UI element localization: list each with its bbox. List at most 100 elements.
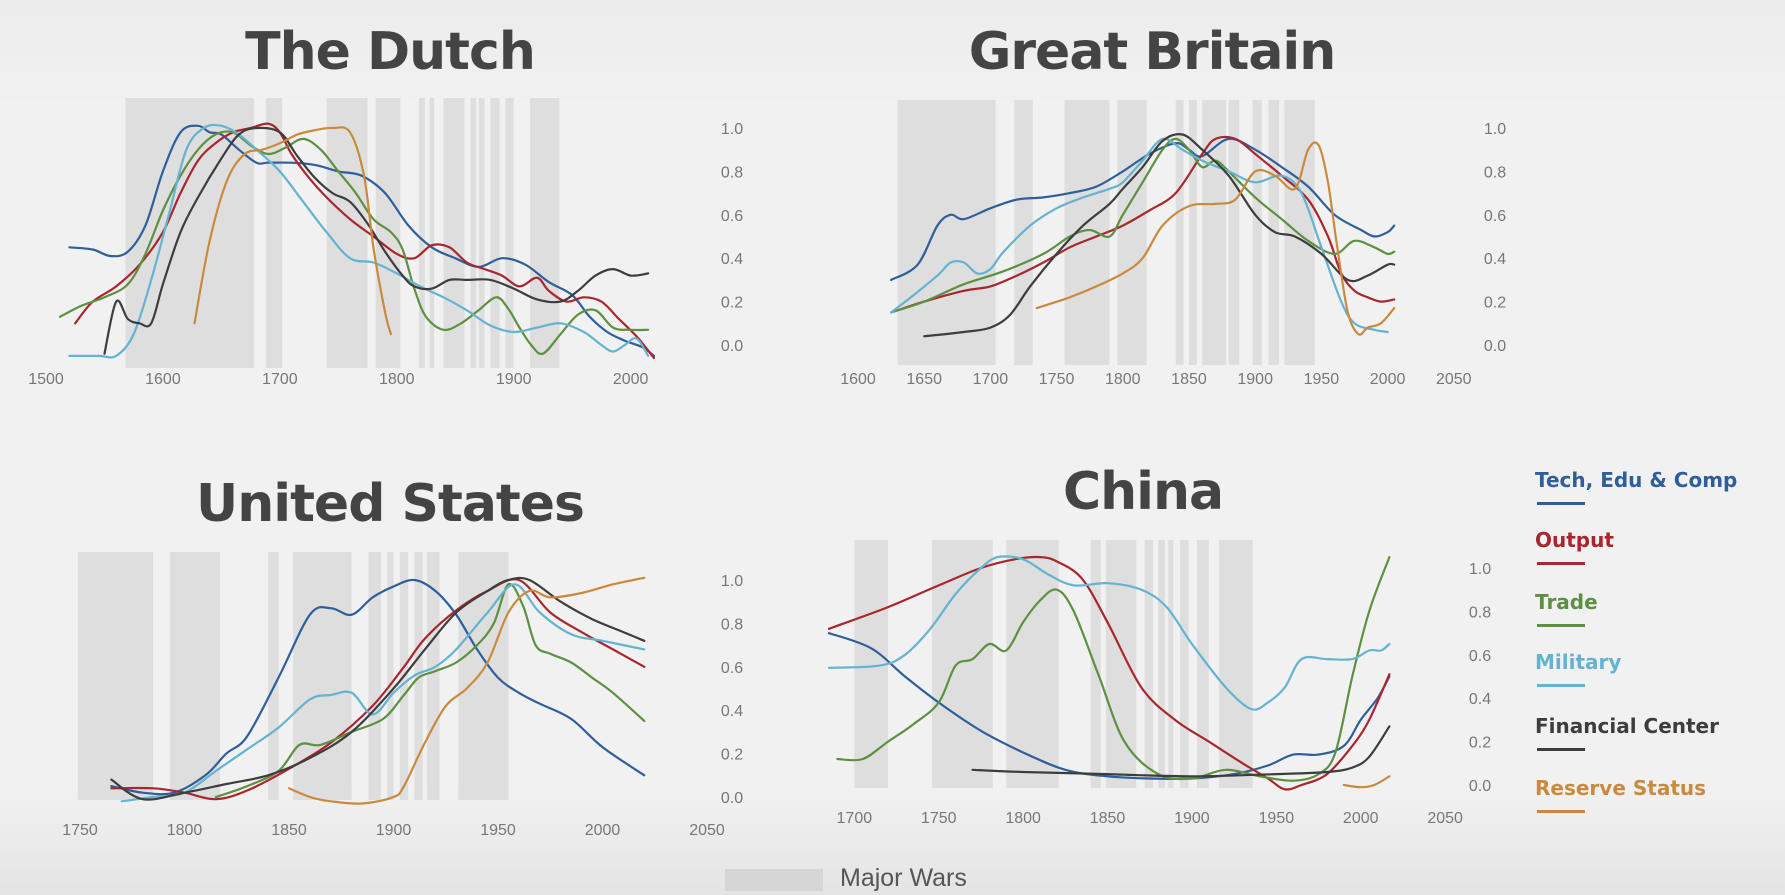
y-tick-label: 0.8 bbox=[721, 164, 743, 181]
series-line-trade bbox=[214, 582, 646, 799]
series-line-financial-center bbox=[103, 126, 650, 355]
legend-item-label: Tech, Edu & Comp bbox=[1535, 468, 1738, 492]
war-band bbox=[1284, 100, 1315, 365]
war-band bbox=[1196, 540, 1209, 788]
series-line-military bbox=[120, 583, 646, 803]
series-line-reserve-status bbox=[1035, 141, 1396, 336]
legend-item-label: Output bbox=[1535, 528, 1614, 552]
y-tick-label: 0.6 bbox=[1469, 648, 1491, 665]
y-tick-label: 0.2 bbox=[1469, 735, 1491, 752]
y-tick-label: 0.2 bbox=[1484, 295, 1506, 312]
legend-item-label: Financial Center bbox=[1535, 714, 1719, 738]
x-tick-label: 1600 bbox=[840, 371, 876, 388]
series-line-financial-center bbox=[971, 725, 1391, 778]
war-band bbox=[1252, 100, 1262, 365]
legend-item-label: Reserve Status bbox=[1535, 776, 1707, 800]
x-tick-label: 1700 bbox=[837, 810, 873, 827]
x-tick-label: 1600 bbox=[145, 371, 181, 388]
chart-china: 1700 1750 1800 1850 1900 1950 2000 2050 1.0 0.8 0.… bbox=[827, 540, 1491, 827]
war-band bbox=[429, 98, 435, 368]
chart-dutch: 1500 1600 1700 1800 1900 2000 1.0 0.8 0.6 0.4 0.2 0… bbox=[28, 98, 743, 388]
war-band bbox=[1180, 540, 1189, 788]
x-tick-label: 1850 bbox=[1171, 371, 1207, 388]
war-band bbox=[1105, 540, 1137, 788]
x-tick-label: 1750 bbox=[62, 822, 98, 839]
war-band bbox=[1175, 100, 1184, 365]
major-wars-swatch bbox=[725, 869, 823, 891]
legend-item-swatch bbox=[1537, 502, 1585, 505]
war-band bbox=[326, 98, 368, 368]
war-band bbox=[1090, 540, 1101, 788]
legend-item-swatch bbox=[1537, 748, 1585, 751]
x-tick-label: 2000 bbox=[613, 371, 649, 388]
series-line-trade bbox=[890, 137, 1396, 314]
x-tick-label: 2000 bbox=[1370, 371, 1406, 388]
series-line-military bbox=[827, 555, 1391, 711]
x-tick-label: 2050 bbox=[1427, 810, 1463, 827]
x-tick-label: 2050 bbox=[1436, 371, 1472, 388]
x-tick-label: 1900 bbox=[1237, 371, 1273, 388]
y-tick-label: 0.4 bbox=[721, 251, 743, 268]
y-tick-label: 0.0 bbox=[1469, 778, 1491, 795]
war-band bbox=[1006, 540, 1059, 788]
war-band bbox=[1144, 540, 1154, 788]
war-band bbox=[1228, 100, 1240, 365]
y-tick-label: 0.6 bbox=[721, 660, 743, 677]
x-tick-label: 1650 bbox=[906, 371, 942, 388]
x-tick-label: 2000 bbox=[585, 822, 621, 839]
y-tick-label: 0.8 bbox=[1484, 164, 1506, 181]
war-band bbox=[478, 98, 485, 368]
series-line-military bbox=[890, 137, 1389, 334]
chart-united-states: 1750 1800 1850 1900 1950 2000 2050 1.0 0.8 0.6 0.4… bbox=[62, 552, 743, 839]
war-band bbox=[1064, 100, 1110, 365]
x-tick-label: 1950 bbox=[1304, 371, 1340, 388]
series-line-financial-center bbox=[110, 576, 646, 801]
war-band bbox=[1117, 100, 1147, 365]
y-tick-label: 1.0 bbox=[721, 573, 743, 590]
x-tick-label: 1950 bbox=[480, 822, 516, 839]
y-tick-label: 1.0 bbox=[1484, 121, 1506, 138]
y-tick-label: 1.0 bbox=[1469, 561, 1491, 578]
war-band bbox=[169, 552, 221, 800]
y-tick-label: 1.0 bbox=[721, 121, 743, 138]
series-line-output bbox=[110, 578, 646, 801]
x-tick-label: 1800 bbox=[1005, 810, 1041, 827]
war-band bbox=[931, 540, 993, 788]
x-tick-label: 1800 bbox=[1105, 371, 1141, 388]
war-band bbox=[490, 98, 500, 368]
series-line-tech-edu-comp bbox=[110, 578, 646, 796]
chart-title: United States bbox=[196, 474, 585, 534]
series-line-reserve-status bbox=[287, 576, 646, 805]
series-line-output bbox=[74, 122, 656, 360]
war-band bbox=[268, 552, 279, 800]
x-tick-label: 1800 bbox=[379, 371, 415, 388]
x-tick-label: 1900 bbox=[376, 822, 412, 839]
legend-item-swatch bbox=[1537, 624, 1585, 627]
series-line-output bbox=[896, 135, 1396, 312]
war-band bbox=[387, 552, 394, 800]
y-tick-label: 0.0 bbox=[721, 790, 743, 807]
legend-item-swatch bbox=[1537, 810, 1585, 813]
y-tick-label: 0.6 bbox=[1484, 208, 1506, 225]
war-band bbox=[368, 552, 381, 800]
x-tick-label: 1950 bbox=[1259, 810, 1295, 827]
y-tick-label: 0.8 bbox=[1469, 604, 1491, 621]
legend-item-swatch bbox=[1537, 684, 1585, 687]
war-band bbox=[265, 98, 283, 368]
x-tick-label: 1750 bbox=[921, 810, 957, 827]
x-tick-label: 1900 bbox=[1174, 810, 1210, 827]
war-band bbox=[897, 100, 996, 365]
major-wars-label: Major Wars bbox=[840, 864, 967, 892]
war-band bbox=[77, 552, 154, 800]
war-band bbox=[505, 98, 514, 368]
x-tick-label: 1500 bbox=[28, 371, 64, 388]
x-tick-label: 1700 bbox=[973, 371, 1009, 388]
x-tick-label: 1750 bbox=[1039, 371, 1075, 388]
war-band bbox=[414, 552, 423, 800]
series-line-military bbox=[68, 123, 650, 359]
y-tick-label: 0.6 bbox=[721, 208, 743, 225]
y-tick-label: 0.4 bbox=[721, 703, 743, 720]
chart-title: Great Britain bbox=[968, 22, 1337, 82]
x-tick-label: 1850 bbox=[1090, 810, 1126, 827]
